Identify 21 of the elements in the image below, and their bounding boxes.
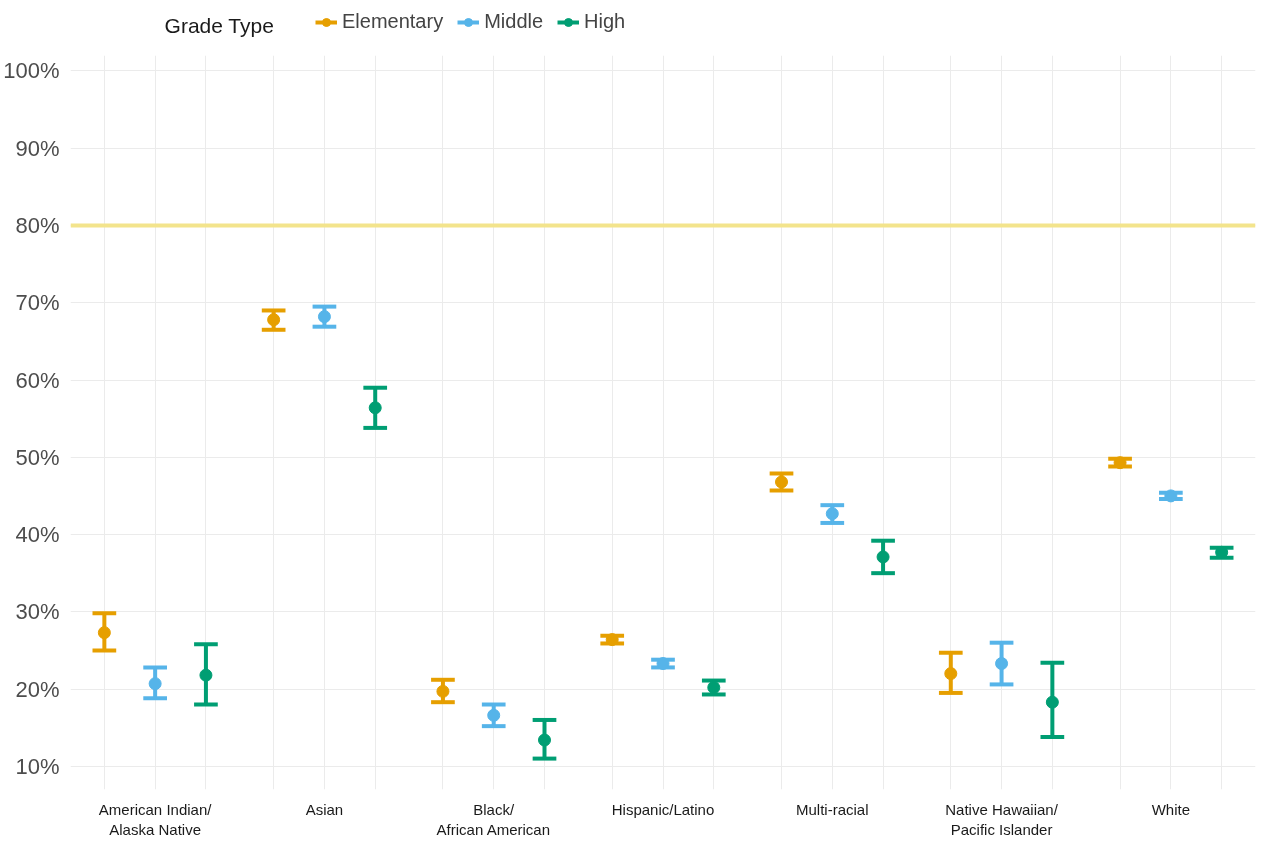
legend-label: Middle [484,10,544,33]
x-tick-label: Asian [305,800,344,818]
y-tick-label: 20% [15,676,60,702]
x-tick-label: Native Hawaiian/ Pacific Islander [945,800,1059,838]
y-tick-label: 70% [15,290,60,316]
y-tick-label: 90% [15,135,60,161]
x-tick-label: Hispanic/Latino [611,800,715,818]
x-tick-label: American Indian/ Alaska Native [98,800,213,838]
y-tick-label: 60% [15,367,60,393]
legend-title: Grade Type [164,14,274,37]
y-tick-label: 50% [15,444,60,470]
legend-label: High [584,10,626,33]
y-tick-label: 10% [15,753,60,779]
x-tick-label: Multi-racial [796,800,869,818]
x-tick-label: Black/ African American [436,800,550,838]
legend-label: Elementary [342,10,444,33]
y-tick-label: 40% [15,522,60,548]
y-tick-label: 80% [15,212,60,238]
x-tick-label: White [1151,800,1191,818]
y-tick-label: 100% [3,58,60,84]
y-tick-label: 30% [15,599,60,625]
